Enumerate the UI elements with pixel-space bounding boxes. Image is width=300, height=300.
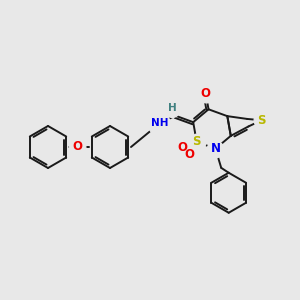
Text: S: S (192, 135, 201, 148)
Text: O: O (184, 148, 194, 161)
Text: O: O (178, 140, 188, 154)
Text: NH: NH (151, 118, 168, 128)
Text: S: S (257, 114, 266, 127)
Text: O: O (201, 87, 211, 100)
Text: N: N (211, 142, 220, 155)
Text: O: O (72, 140, 82, 154)
Text: H: H (168, 103, 177, 113)
